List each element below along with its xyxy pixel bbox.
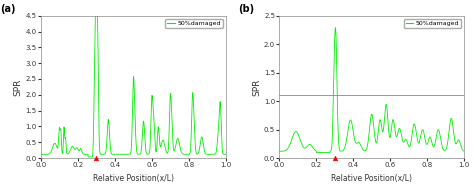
Y-axis label: SPR: SPR — [14, 78, 23, 96]
X-axis label: Relative Position(x/L): Relative Position(x/L) — [93, 174, 174, 183]
Legend: 50%damaged: 50%damaged — [165, 19, 223, 28]
Legend: 50%damaged: 50%damaged — [404, 19, 461, 28]
Text: (a): (a) — [0, 4, 16, 14]
X-axis label: Relative Position(x/L): Relative Position(x/L) — [331, 174, 412, 183]
Text: (b): (b) — [238, 4, 255, 14]
Y-axis label: SPR: SPR — [252, 78, 261, 96]
